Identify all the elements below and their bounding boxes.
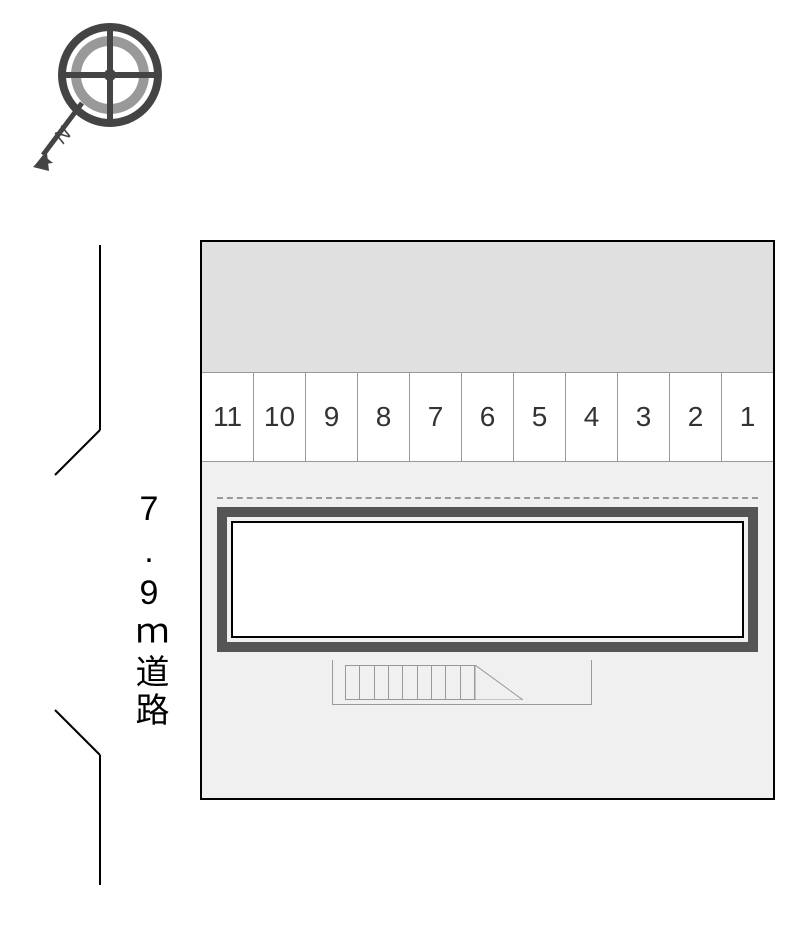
stair-step <box>389 666 403 699</box>
stair-step <box>461 666 474 699</box>
parking-space: 3 <box>618 373 670 461</box>
building <box>217 497 758 652</box>
parking-space: 11 <box>202 373 254 461</box>
stair-step <box>432 666 446 699</box>
stair-step <box>403 666 417 699</box>
parking-space: 10 <box>254 373 306 461</box>
stair-step <box>418 666 432 699</box>
building-outline <box>217 507 758 652</box>
parking-space: 7 <box>410 373 462 461</box>
building-dashed-line <box>217 497 758 499</box>
parking-space: 9 <box>306 373 358 461</box>
parking-space: 1 <box>722 373 773 461</box>
parking-row: 1110987654321 <box>202 372 773 462</box>
parking-space: 8 <box>358 373 410 461</box>
building-inner <box>231 521 744 638</box>
stair-step <box>446 666 460 699</box>
stair-step <box>346 666 360 699</box>
parking-space: 4 <box>566 373 618 461</box>
road-label: 7.9ｍ道路 <box>125 490 174 730</box>
stair-ramp <box>475 665 523 700</box>
stair-step <box>375 666 389 699</box>
staircase <box>345 665 475 700</box>
parking-space: 5 <box>514 373 566 461</box>
entrance-platform <box>332 660 592 705</box>
stair-step <box>360 666 374 699</box>
site-plan: 1110987654321 <box>200 240 775 800</box>
road-boundary-lines <box>0 0 200 940</box>
parking-space: 6 <box>462 373 514 461</box>
parking-space: 2 <box>670 373 722 461</box>
top-band <box>202 242 773 372</box>
